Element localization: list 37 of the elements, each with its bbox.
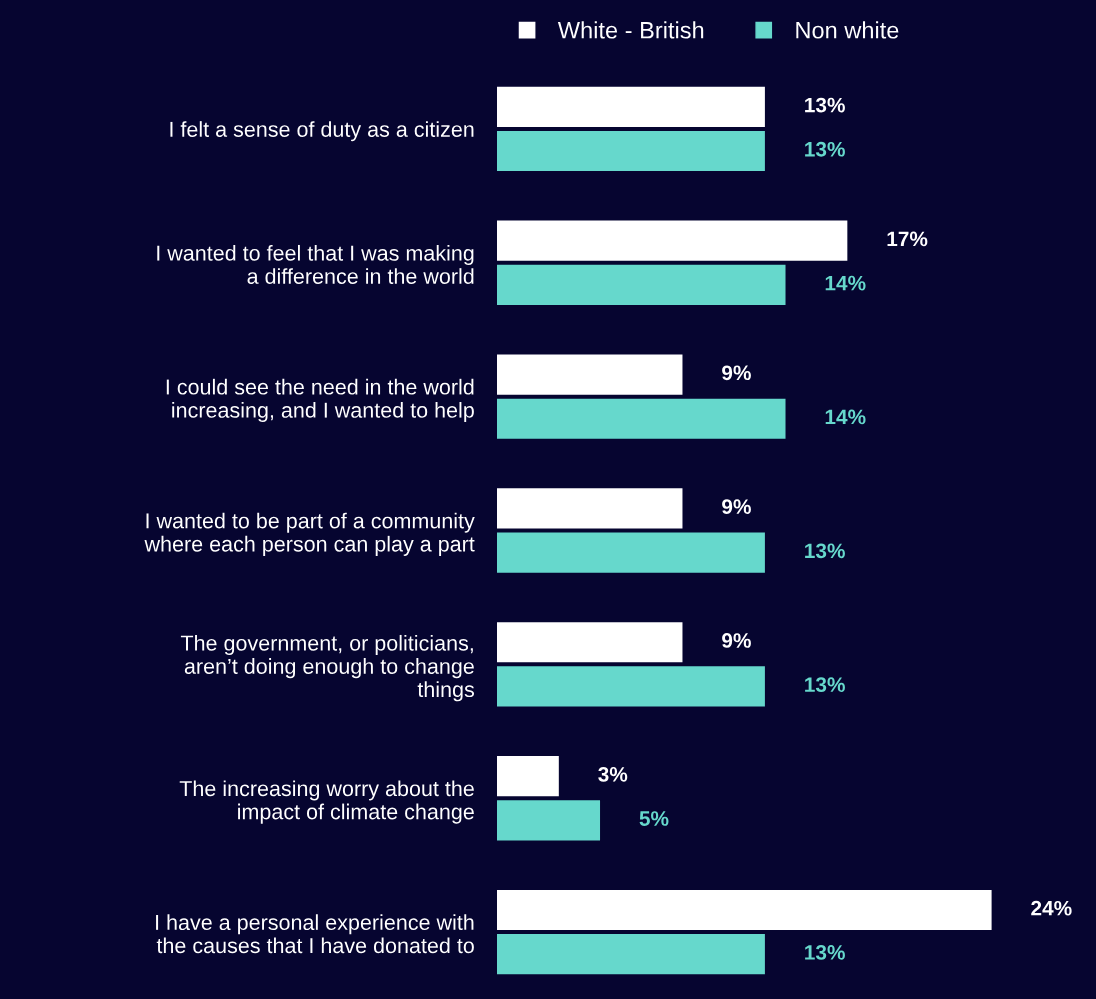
bar (497, 488, 683, 529)
data-label: 13% (805, 141, 845, 157)
y-tick-label: The government, or politicians, aren’t doing enough to change things (180, 634, 474, 702)
bar (497, 666, 765, 707)
y-tick-label: I have a personal experience with the causes that I have donated to (156, 914, 474, 954)
data-label: 3% (598, 766, 628, 782)
data-label: 14% (825, 275, 866, 291)
bar (497, 264, 786, 305)
bar (497, 756, 559, 797)
data-label: 9% (722, 633, 751, 648)
data-label: 24% (1031, 900, 1072, 916)
bar (497, 220, 848, 261)
y-tick-label: I could see the need in the world increasing, and I wanted to help (166, 378, 474, 423)
bar (497, 622, 683, 663)
legend-label: Non white (796, 21, 899, 39)
y-tick-label: I wanted to feel that I was making a difference in the world (157, 244, 474, 284)
data-label: 13% (805, 543, 845, 559)
data-label: 13% (805, 97, 845, 113)
data-label: 9% (722, 499, 751, 515)
data-label: 17% (887, 231, 928, 247)
bar (497, 934, 765, 975)
bar (497, 86, 765, 127)
bar (497, 532, 765, 573)
bar (497, 130, 765, 172)
bar (497, 800, 601, 841)
data-label: 9% (722, 365, 751, 381)
data-label: 13% (805, 677, 845, 693)
data-label: 13% (805, 945, 845, 960)
bar (497, 889, 992, 931)
y-tick-label: I wanted to be part of a community where each person can play a part (144, 512, 475, 556)
data-label: 5% (639, 811, 669, 826)
bar (497, 398, 786, 439)
data-label: 14% (825, 409, 866, 425)
bar (497, 354, 683, 395)
y-tick-label: The increasing worry about the impact of climate change (179, 780, 474, 824)
legend-label: White - British (557, 21, 704, 39)
y-tick-label: I felt a sense of duty as a citizen (170, 121, 474, 142)
